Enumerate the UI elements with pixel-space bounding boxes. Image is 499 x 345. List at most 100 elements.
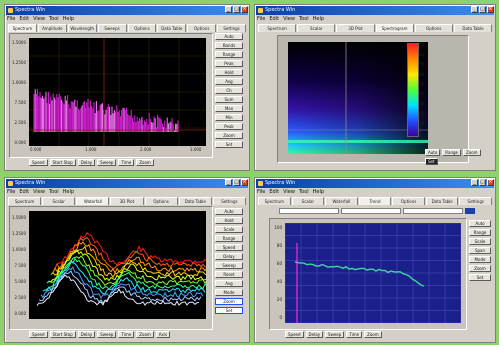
minimize-button[interactable]: _ xyxy=(471,6,478,13)
menu-item-file[interactable]: File xyxy=(7,16,16,22)
menu-item-view[interactable]: View xyxy=(283,16,295,22)
start-stop-button[interactable]: Start Stop xyxy=(49,331,76,338)
control-button[interactable]: Sweep xyxy=(215,262,243,269)
menu-item-file[interactable]: File xyxy=(257,189,266,195)
control-button[interactable]: Zoom xyxy=(215,298,243,305)
control-button[interactable]: Avg xyxy=(215,78,243,85)
delay-button[interactable]: Delay xyxy=(305,331,324,338)
spectrum-window[interactable]: Spectra Win _ □ × File Edit View Tool He… xyxy=(4,4,250,171)
tab-data-table[interactable]: Data Table xyxy=(178,197,212,205)
control-button[interactable]: Hold xyxy=(215,217,243,224)
control-button[interactable]: Set xyxy=(215,141,243,148)
control-button[interactable]: Avg xyxy=(215,280,243,287)
trend-plot[interactable] xyxy=(285,223,461,323)
tab-options[interactable]: Options xyxy=(392,197,425,205)
tab-spectrum[interactable]: Spectrum xyxy=(258,24,297,32)
control-button[interactable]: Zoom xyxy=(215,132,243,139)
minimize-button[interactable]: _ xyxy=(471,179,478,186)
maximize-button[interactable]: □ xyxy=(479,179,486,186)
tab-data-table[interactable]: Data Table xyxy=(425,197,459,205)
menu-item-tool[interactable]: Tool xyxy=(298,189,309,195)
auto-button[interactable]: Auto xyxy=(425,149,441,156)
tab-options-2[interactable]: Options xyxy=(187,24,217,32)
sweep-button[interactable]: Sweep xyxy=(97,331,117,338)
tab-scalar[interactable]: Scalar xyxy=(297,24,336,32)
menu-item-view[interactable]: View xyxy=(283,189,295,195)
menu-item-file[interactable]: File xyxy=(7,189,16,195)
tab-3d-plot[interactable]: 3D Plot xyxy=(336,24,375,32)
toolbar-field[interactable] xyxy=(403,208,463,214)
control-button[interactable]: Min xyxy=(215,114,243,121)
control-button[interactable]: Auto xyxy=(215,33,243,40)
menu-item-view[interactable]: View xyxy=(33,16,45,22)
axis-button[interactable]: Axis xyxy=(155,331,171,338)
spectrum-plot[interactable] xyxy=(29,38,206,146)
control-button[interactable]: Auto xyxy=(469,220,491,227)
control-button[interactable]: Range xyxy=(215,235,243,242)
control-button[interactable]: Reset xyxy=(215,271,243,278)
speed-button[interactable]: Speed xyxy=(285,331,304,338)
time-button[interactable]: Time xyxy=(346,331,363,338)
control-button[interactable]: Auto xyxy=(215,208,243,215)
tab-settings[interactable]: Settings xyxy=(459,197,493,205)
menu-item-edit[interactable]: Edit xyxy=(19,189,30,195)
time-button[interactable]: Time xyxy=(118,159,135,166)
close-button[interactable]: × xyxy=(487,179,494,186)
trend-window[interactable]: Spectra Win _ □ × File Edit View Tool He… xyxy=(254,177,496,343)
tab-waterfall[interactable]: Waterfall xyxy=(325,197,358,205)
tab-options[interactable]: Options xyxy=(144,197,178,205)
menu-item-edit[interactable]: Edit xyxy=(269,189,280,195)
close-button[interactable]: × xyxy=(487,6,494,13)
tab-trend[interactable]: Trend xyxy=(358,197,392,205)
spectrogram-window[interactable]: Spectra Win _ □ × File Edit View Tool He… xyxy=(254,4,496,171)
control-button[interactable]: Hold xyxy=(215,69,243,76)
control-button[interactable]: Set xyxy=(469,274,491,281)
control-button[interactable]: Range xyxy=(215,51,243,58)
tab-spectrum[interactable]: Spectrum xyxy=(258,197,291,205)
tab-sweeps[interactable]: Sweeps xyxy=(97,24,127,32)
menu-item-view[interactable]: View xyxy=(33,189,45,195)
menu-item-tool[interactable]: Tool xyxy=(48,16,59,22)
tab-options[interactable]: Options xyxy=(414,24,453,32)
control-button[interactable]: Mode xyxy=(215,289,243,296)
speed-button[interactable]: Speed xyxy=(29,159,48,166)
control-button[interactable]: Peak xyxy=(215,60,243,67)
zoom-button[interactable]: Zoom xyxy=(136,331,154,338)
menu-item-edit[interactable]: Edit xyxy=(269,16,280,22)
tab-options[interactable]: Options xyxy=(127,24,157,32)
menu-item-tool[interactable]: Tool xyxy=(298,16,309,22)
minimize-button[interactable]: _ xyxy=(225,179,232,186)
toolbar-field[interactable] xyxy=(279,208,339,214)
speed-button[interactable]: Speed xyxy=(29,331,48,338)
maximize-button[interactable]: □ xyxy=(233,6,240,13)
spectrum-window-titlebar[interactable]: Spectra Win xyxy=(6,6,248,15)
waterfall-window-titlebar[interactable]: Spectra Win xyxy=(6,179,248,188)
menu-item-help[interactable]: Help xyxy=(312,189,325,195)
control-button[interactable]: Max xyxy=(215,105,243,112)
time-button[interactable]: Time xyxy=(118,331,135,338)
menu-item-help[interactable]: Help xyxy=(312,16,325,22)
control-button[interactable]: Mode xyxy=(469,256,491,263)
tab-scalar[interactable]: Scalar xyxy=(42,197,76,205)
tab-settings[interactable]: Settings xyxy=(212,197,246,205)
control-button[interactable]: Ch xyxy=(215,87,243,94)
tab-wavelength[interactable]: Wavelength xyxy=(67,24,97,32)
control-button[interactable]: Sum xyxy=(215,96,243,103)
menu-item-help[interactable]: Help xyxy=(62,189,75,195)
menu-item-tool[interactable]: Tool xyxy=(48,189,59,195)
close-button[interactable]: × xyxy=(241,6,248,13)
control-button[interactable]: Bands xyxy=(215,42,243,49)
zoom-button[interactable]: Zoom xyxy=(136,159,154,166)
tab-data-table[interactable]: Data Table xyxy=(453,24,493,32)
tab-spectrum[interactable]: Spectrum xyxy=(8,197,42,205)
zoom-button[interactable]: Zoom xyxy=(462,149,481,156)
spectrogram-window-titlebar[interactable]: Spectra Win xyxy=(256,6,494,15)
tab-settings[interactable]: Settings xyxy=(217,24,246,32)
tab-spectrogram[interactable]: Spectrogram xyxy=(375,24,414,32)
spectrogram-plot[interactable] xyxy=(288,42,428,154)
control-button[interactable]: Scale xyxy=(215,226,243,233)
tab-amplitude[interactable]: Amplitude xyxy=(37,24,67,32)
maximize-button[interactable]: □ xyxy=(479,6,486,13)
tab-data-table[interactable]: Data Table xyxy=(157,24,187,32)
close-button[interactable]: × xyxy=(241,179,248,186)
